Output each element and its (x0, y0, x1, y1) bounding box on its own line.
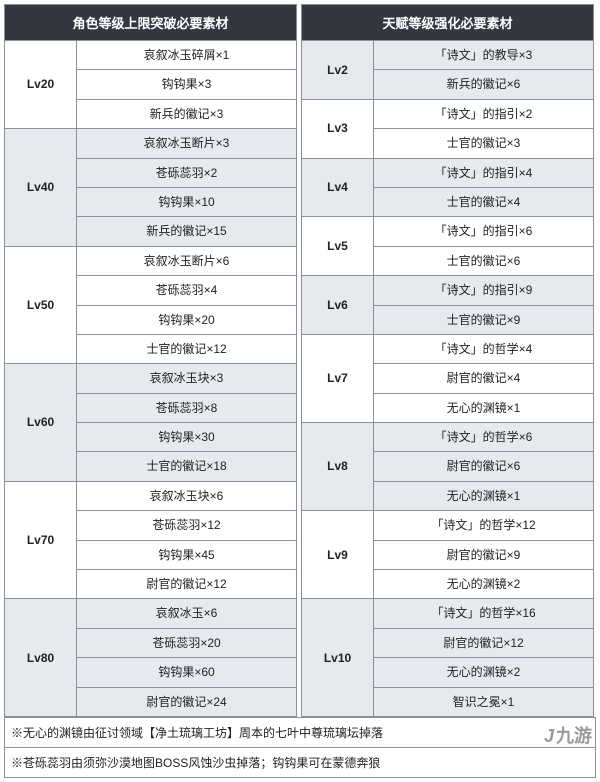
talent-level-cell: Lv4 (302, 158, 374, 217)
table-row: Lv7「诗文」的哲学×4 (302, 334, 594, 363)
talent-material-cell: 「诗文」的哲学×6 (374, 423, 594, 452)
talent-material-cell: 士官的徽记×6 (374, 246, 594, 275)
ascension-material-cell: 钩钩果×3 (77, 70, 297, 99)
talent-level-cell: Lv7 (302, 334, 374, 422)
ascension-level-cell: Lv20 (5, 41, 77, 129)
ascension-material-cell: 钩钩果×45 (77, 540, 297, 569)
talent-material-cell: 士官的徽记×3 (374, 129, 594, 158)
ascension-material-cell: 钩钩果×60 (77, 658, 297, 687)
talent-material-cell: 无心的渊镜×2 (374, 570, 594, 599)
talent-material-cell: 「诗文」的哲学×4 (374, 334, 594, 363)
ascension-material-cell: 苍砾蕊羽×8 (77, 393, 297, 422)
ascension-material-cell: 新兵的徽记×3 (77, 99, 297, 128)
talent-level-cell: Lv8 (302, 423, 374, 511)
ascension-material-cell: 哀叙冰玉块×6 (77, 481, 297, 510)
ascension-material-cell: 苍砾蕊羽×20 (77, 628, 297, 657)
talent-material-cell: 新兵的徽记×6 (374, 70, 594, 99)
ascension-material-cell: 哀叙冰玉×6 (77, 599, 297, 628)
ascension-level-cell: Lv70 (5, 481, 77, 599)
ascension-material-cell: 哀叙冰玉碎屑×1 (77, 41, 297, 70)
talent-material-cell: 「诗文」的教导×3 (374, 41, 594, 70)
ascension-material-cell: 苍砾蕊羽×2 (77, 158, 297, 187)
ascension-material-cell: 尉官的徽记×12 (77, 570, 297, 599)
table-row: Lv9「诗文」的哲学×12 (302, 511, 594, 540)
table-row: Lv40哀叙冰玉断片×3 (5, 129, 297, 158)
ascension-header: 角色等级上限突破必要素材 (5, 5, 297, 41)
talent-material-cell: 智识之冕×1 (374, 687, 594, 716)
table-row: Lv20哀叙冰玉碎屑×1 (5, 41, 297, 70)
table-row: Lv8「诗文」的哲学×6 (302, 423, 594, 452)
talent-material-cell: 无心的渊镜×2 (374, 658, 594, 687)
table-row: Lv4「诗文」的指引×4 (302, 158, 594, 187)
talent-material-cell: 尉官的徽记×4 (374, 364, 594, 393)
table-row: Lv70哀叙冰玉块×6 (5, 481, 297, 510)
table-row: Lv60哀叙冰玉块×3 (5, 364, 297, 393)
tables-wrapper: 角色等级上限突破必要素材 Lv20哀叙冰玉碎屑×1钩钩果×3新兵的徽记×3Lv4… (4, 4, 596, 717)
ascension-material-cell: 哀叙冰玉块×3 (77, 364, 297, 393)
talent-material-cell: 士官的徽记×4 (374, 187, 594, 216)
talent-material-cell: 无心的渊镜×1 (374, 481, 594, 510)
talent-material-cell: 尉官的徽记×9 (374, 540, 594, 569)
ascension-level-cell: Lv40 (5, 129, 77, 247)
talent-material-cell: 「诗文」的哲学×12 (374, 511, 594, 540)
talent-table: 天赋等级强化必要素材 Lv2「诗文」的教导×3新兵的徽记×6Lv3「诗文」的指引… (301, 4, 594, 717)
ascension-table: 角色等级上限突破必要素材 Lv20哀叙冰玉碎屑×1钩钩果×3新兵的徽记×3Lv4… (4, 4, 297, 717)
talent-level-cell: Lv2 (302, 41, 374, 100)
ascension-material-cell: 尉官的徽记×24 (77, 687, 297, 716)
table-row: Lv2「诗文」的教导×3 (302, 41, 594, 70)
talent-material-cell: 士官的徽记×9 (374, 305, 594, 334)
ascension-level-cell: Lv60 (5, 364, 77, 482)
ascension-level-cell: Lv50 (5, 246, 77, 364)
talent-material-cell: 「诗文」的指引×9 (374, 276, 594, 305)
ascension-material-cell: 苍砾蕊羽×12 (77, 511, 297, 540)
footnote-line: ※苍砾蕊羽由须弥沙漠地图BOSS风蚀沙虫掉落；钩钩果可在蒙德奔狼 (5, 747, 595, 777)
ascension-level-cell: Lv80 (5, 599, 77, 717)
ascension-material-cell: 新兵的徽记×15 (77, 217, 297, 246)
footnote-line: ※无心的渊镜由征讨领域【净土琉璃工坊】周本的七叶中尊琉璃坛掉落 (5, 717, 595, 747)
ascension-material-cell: 苍砾蕊羽×4 (77, 276, 297, 305)
table-row: Lv6「诗文」的指引×9 (302, 276, 594, 305)
ascension-material-cell: 士官的徽记×18 (77, 452, 297, 481)
talent-material-cell: 「诗文」的哲学×16 (374, 599, 594, 628)
table-row: Lv80哀叙冰玉×6 (5, 599, 297, 628)
ascension-material-cell: 士官的徽记×12 (77, 334, 297, 363)
talent-level-cell: Lv3 (302, 99, 374, 158)
ascension-material-cell: 钩钩果×20 (77, 305, 297, 334)
ascension-material-cell: 钩钩果×30 (77, 423, 297, 452)
table-row: Lv3「诗文」的指引×2 (302, 99, 594, 128)
talent-material-cell: 尉官的徽记×6 (374, 452, 594, 481)
talent-material-cell: 「诗文」的指引×4 (374, 158, 594, 187)
talent-material-cell: 尉官的徽记×12 (374, 628, 594, 657)
talent-level-cell: Lv9 (302, 511, 374, 599)
talent-level-cell: Lv10 (302, 599, 374, 717)
table-row: Lv5「诗文」的指引×6 (302, 217, 594, 246)
table-row: Lv10「诗文」的哲学×16 (302, 599, 594, 628)
talent-header: 天赋等级强化必要素材 (302, 5, 594, 41)
talent-material-cell: 无心的渊镜×1 (374, 393, 594, 422)
ascension-material-cell: 哀叙冰玉断片×6 (77, 246, 297, 275)
footnotes: ※无心的渊镜由征讨领域【净土琉璃工坊】周本的七叶中尊琉璃坛掉落 ※苍砾蕊羽由须弥… (4, 717, 596, 778)
talent-material-cell: 「诗文」的指引×2 (374, 99, 594, 128)
talent-material-cell: 「诗文」的指引×6 (374, 217, 594, 246)
ascension-material-cell: 哀叙冰玉断片×3 (77, 129, 297, 158)
talent-level-cell: Lv6 (302, 276, 374, 335)
ascension-material-cell: 钩钩果×10 (77, 187, 297, 216)
talent-level-cell: Lv5 (302, 217, 374, 276)
table-row: Lv50哀叙冰玉断片×6 (5, 246, 297, 275)
